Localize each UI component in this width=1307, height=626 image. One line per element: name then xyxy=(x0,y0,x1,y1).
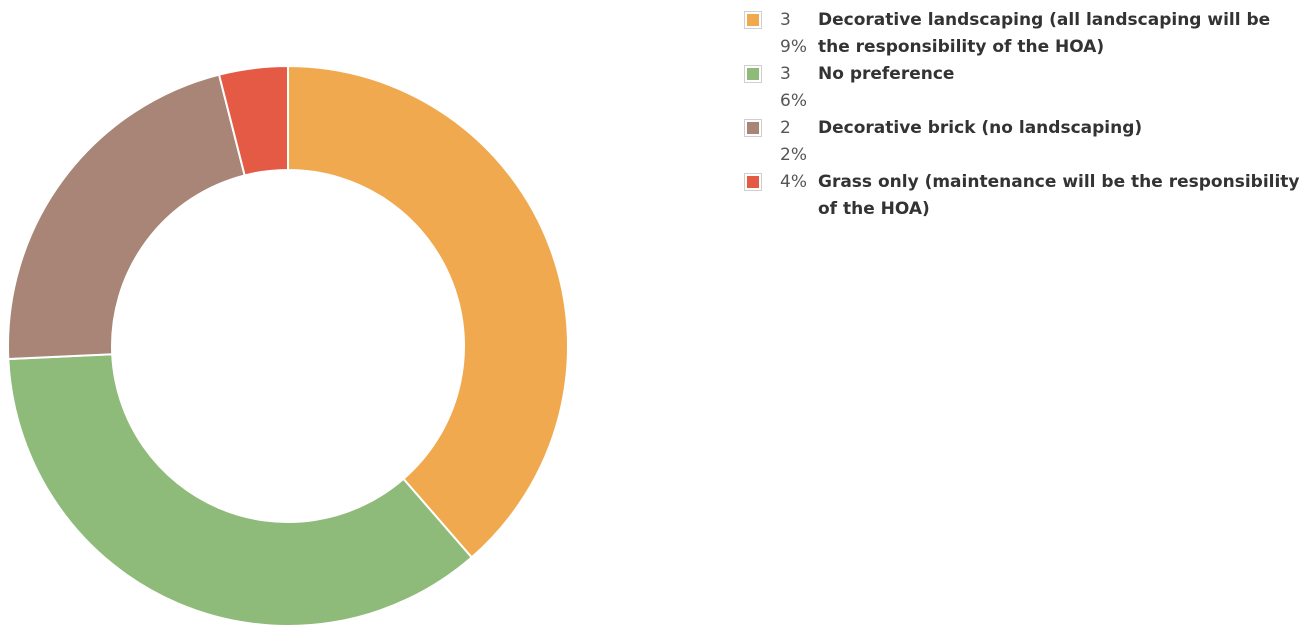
legend-label: No preference xyxy=(818,64,955,84)
legend-swatch xyxy=(744,65,762,83)
legend-item-2[interactable]: 36% No preference xyxy=(744,61,1304,115)
legend-percent: 36% xyxy=(780,64,807,111)
legend-item-3[interactable]: 22% Decorative brick (no landscaping) xyxy=(744,115,1304,169)
legend-item-1[interactable]: 39% Decorative landscaping (all landscapi… xyxy=(744,7,1304,61)
legend-percent: 4% xyxy=(780,172,807,192)
donut-slice-3[interactable] xyxy=(7,73,246,361)
legend-label: Decorative landscaping (all landscaping … xyxy=(818,10,1271,57)
donut-slice-2[interactable] xyxy=(7,353,474,626)
legend-percent: 22% xyxy=(780,118,807,165)
donut-slice-4[interactable] xyxy=(217,64,289,177)
legend-percent: 39% xyxy=(780,10,807,57)
donut-slice-1[interactable] xyxy=(287,64,569,559)
donut-chart xyxy=(7,64,569,626)
legend-swatch xyxy=(744,119,762,137)
legend-label: Grass only (maintenance will be the resp… xyxy=(818,172,1300,219)
legend-label: Decorative brick (no landscaping) xyxy=(818,118,1143,138)
legend-swatch xyxy=(744,11,762,29)
legend-swatch xyxy=(744,173,762,191)
legend-item-4[interactable]: 4% Grass only (maintenance will be the re… xyxy=(744,169,1304,223)
chart-legend: 39% Decorative landscaping (all landscapi… xyxy=(744,7,1304,223)
